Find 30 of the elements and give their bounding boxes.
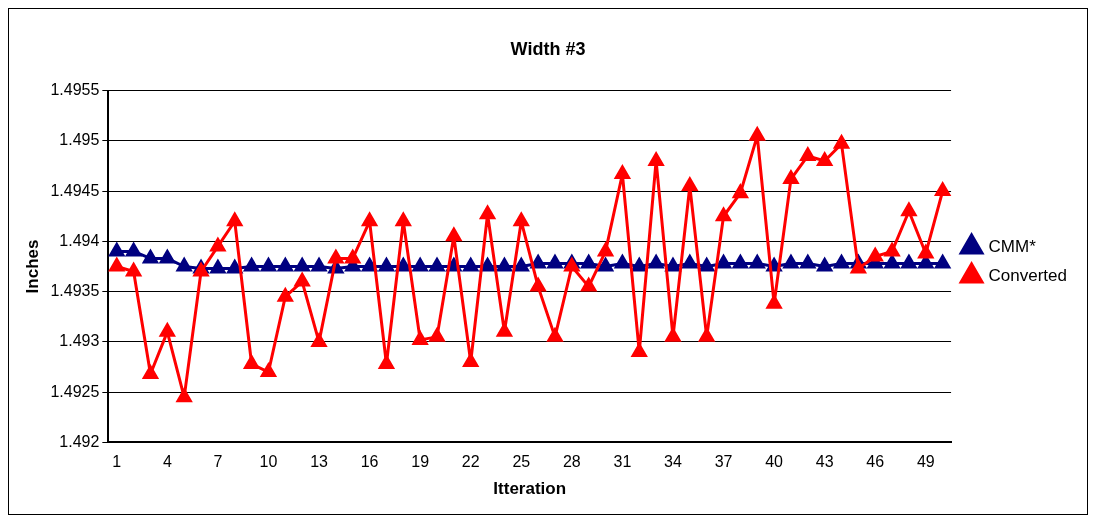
x-tick-label: 34 bbox=[664, 453, 682, 471]
x-tick-label: 31 bbox=[613, 453, 632, 471]
x-tick-label: 37 bbox=[714, 453, 733, 471]
x-tick-label: 43 bbox=[815, 453, 834, 471]
x-axis-title: Itteration bbox=[493, 479, 567, 499]
x-tick-label: 28 bbox=[562, 453, 581, 471]
legend-label: Converted bbox=[988, 265, 1067, 285]
y-tick-label: 1.4925 bbox=[50, 382, 100, 400]
legend-label: CMM* bbox=[988, 236, 1037, 256]
x-tick-label: 13 bbox=[310, 453, 329, 471]
x-tick-label: 1 bbox=[112, 453, 122, 471]
x-tick-label: 7 bbox=[213, 453, 223, 471]
chart-title: Width #3 bbox=[510, 38, 586, 59]
x-tick-label: 40 bbox=[765, 453, 784, 471]
x-tick-label: 22 bbox=[461, 453, 480, 471]
y-tick-label: 1.4955 bbox=[50, 81, 100, 99]
y-tick-label: 1.494 bbox=[59, 231, 100, 249]
x-tick-label: 25 bbox=[512, 453, 531, 471]
y-axis-title: Inches bbox=[22, 239, 42, 294]
x-tick-label: 10 bbox=[259, 453, 278, 471]
y-tick-label: 1.4945 bbox=[50, 181, 100, 199]
x-tick-label: 16 bbox=[360, 453, 379, 471]
x-tick-label: 19 bbox=[411, 453, 430, 471]
y-tick-label: 1.495 bbox=[59, 131, 100, 149]
x-tick-label: 49 bbox=[916, 453, 935, 471]
x-tick-label: 46 bbox=[866, 453, 885, 471]
y-tick-label: 1.4935 bbox=[50, 282, 100, 300]
y-tick-label: 1.492 bbox=[59, 432, 100, 450]
y-tick-label: 1.493 bbox=[59, 332, 100, 350]
x-tick-label: 4 bbox=[162, 453, 172, 471]
